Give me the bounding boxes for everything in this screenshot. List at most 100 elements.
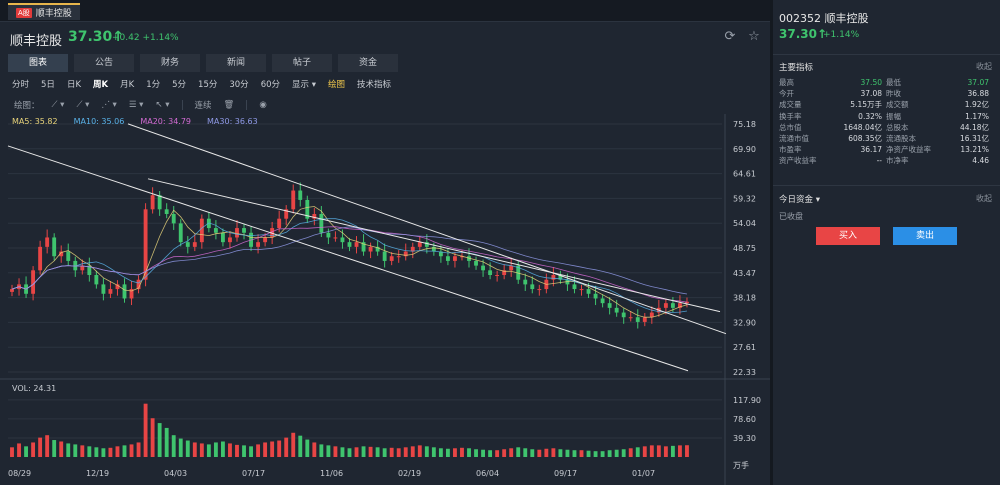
period-option-8[interactable]: 30分: [229, 80, 249, 90]
period-option-7[interactable]: 15分: [198, 80, 218, 90]
period-option-6[interactable]: 5分: [172, 80, 187, 90]
metric-label: 昨收: [886, 89, 901, 99]
trendline-tool-icon[interactable]: ⟋ ▾: [51, 100, 65, 110]
quote-panel: 002352 顺丰控股 37.30↑ +1.14% 主要指标 收起 最高 37.5…: [773, 0, 1000, 485]
trash-icon[interactable]: 🗑: [223, 100, 235, 110]
main-metrics-title: 主要指标: [779, 63, 814, 73]
ma-legend: MA5: 35.82 MA10: 35.06 MA20: 34.79 MA30: 36…: [12, 117, 258, 126]
volume-bar: [256, 444, 261, 457]
nav-tab-1[interactable]: 公告: [74, 54, 134, 72]
volume-bar: [586, 450, 591, 457]
period-option-4[interactable]: 月K: [120, 80, 135, 90]
pane-divider[interactable]: [770, 0, 773, 485]
candle-body: [354, 242, 359, 247]
candle-body: [220, 232, 225, 243]
candle-body: [171, 214, 176, 224]
candle-body: [122, 284, 127, 299]
nav-tab-3[interactable]: 新闻: [206, 54, 266, 72]
star-icon[interactable]: ☆: [748, 29, 760, 44]
candle-body: [192, 242, 197, 247]
period-option-1[interactable]: 5日: [41, 80, 55, 90]
sell-button[interactable]: 卖出: [893, 227, 957, 245]
candle-body: [586, 289, 591, 294]
stock-tab[interactable]: A股 顺丰控股: [8, 3, 80, 20]
stock-code-name: 002352 顺丰控股: [779, 12, 869, 25]
kline-chart[interactable]: 75.18 69.90 64.61 59.32 54.04 48.75 43.47 38.18…: [0, 114, 770, 485]
metric-label: 资产收益率: [779, 156, 817, 166]
fund-flow-dropdown[interactable]: 今日资金 ▾: [779, 195, 820, 205]
period-option-0[interactable]: 分时: [12, 80, 30, 90]
metrics-grid: 最高 37.50 最低 37.07 今开 37.08 昨收 36.88 成交量 5.15万手 成交额…: [779, 77, 994, 167]
volume-bar: [678, 445, 682, 457]
arrow-tool-icon[interactable]: ↖ ▾: [155, 100, 170, 110]
candle-body: [10, 289, 14, 292]
volume-bar: [270, 441, 275, 457]
x-axis-label: 04/03: [164, 469, 187, 478]
metric-value: 37.07: [967, 78, 989, 87]
period-option-12[interactable]: 技术指标: [357, 80, 392, 90]
metric-cell: 换手率 0.32%: [779, 111, 886, 122]
candle-body: [340, 237, 345, 243]
price-axis-label: 43.47: [733, 269, 756, 278]
x-axis-label: 09/17: [554, 469, 577, 478]
channel-tool-icon[interactable]: ⋰ ▾: [101, 100, 117, 110]
volume-bar: [213, 442, 218, 457]
volume-bar: [488, 450, 493, 457]
metric-label: 最高: [779, 78, 794, 87]
candle-body: [600, 298, 605, 304]
volume-bar: [291, 432, 296, 457]
metric-label: 流通股本: [886, 133, 916, 143]
candle-body: [642, 317, 647, 322]
metric-value: 13.21%: [960, 145, 989, 155]
metrics-row: 资产收益率 -- 市净率 4.46: [779, 155, 994, 166]
metrics-row: 总市值 1648.04亿 总股本 44.18亿: [779, 122, 994, 133]
period-option-3[interactable]: 周K: [93, 80, 109, 90]
candle-body: [579, 289, 584, 291]
period-option-11[interactable]: 绘图: [327, 80, 345, 90]
period-option-2[interactable]: 日K: [66, 80, 82, 90]
metric-label: 市盈率: [779, 145, 802, 155]
candle-body: [136, 279, 141, 290]
nav-tab-4[interactable]: 帖子: [272, 54, 332, 72]
draw-toolbar: 绘图： ⟋ ▾ ⟋ ▾ ⋰ ▾ ☰ ▾ ↖ ▾ 连续 🗑 ◉: [14, 98, 267, 112]
nav-tab-0[interactable]: 图表: [8, 54, 68, 72]
candle-body: [242, 228, 246, 233]
ray-tool-icon[interactable]: ⟋ ▾: [76, 100, 90, 110]
candle-body: [635, 317, 640, 322]
volume-bar: [410, 446, 415, 457]
metric-label: 总股本: [886, 122, 909, 132]
period-option-9[interactable]: 60分: [260, 80, 281, 90]
volume-bar: [178, 438, 183, 457]
candle-body: [157, 195, 162, 210]
volume-bar: [551, 448, 556, 457]
volume-bar: [115, 446, 120, 457]
volume-bar: [424, 446, 429, 457]
metrics-collapse-button[interactable]: 收起: [976, 62, 992, 71]
period-option-5[interactable]: 1分: [146, 80, 161, 90]
metric-label: 净资产收益率: [886, 145, 931, 155]
volume-bar: [298, 435, 303, 457]
refresh-icon[interactable]: ⟳: [724, 29, 736, 44]
volume-bar: [206, 444, 211, 457]
candle-body: [80, 265, 85, 271]
volume-bar: [614, 449, 619, 457]
candle-body: [59, 251, 64, 257]
nav-tab-5[interactable]: 资金: [338, 54, 398, 72]
draw-label: 绘图：: [14, 101, 40, 111]
x-axis-label: 02/19: [398, 469, 421, 478]
fib-tool-icon[interactable]: ☰ ▾: [128, 100, 144, 110]
volume-bar: [579, 450, 584, 457]
volume-bar: [157, 423, 162, 457]
volume-bar: [544, 448, 549, 457]
price-axis-label: 22.33: [733, 368, 756, 377]
period-option-10[interactable]: 显示 ▾: [292, 80, 316, 90]
eye-icon[interactable]: ◉: [259, 100, 267, 110]
trendline-upper: [127, 123, 727, 335]
continuous-toggle[interactable]: 连续: [194, 101, 212, 111]
metric-label: 换手率: [779, 111, 802, 121]
fund-collapse-button[interactable]: 收起: [976, 194, 992, 203]
candle-body: [551, 275, 556, 280]
buy-button[interactable]: 买入: [816, 227, 880, 245]
nav-tab-2[interactable]: 财务: [140, 54, 200, 72]
kline-svg[interactable]: 75.18 69.90 64.61 59.32 54.04 48.75 43.47 38.18…: [0, 114, 770, 485]
